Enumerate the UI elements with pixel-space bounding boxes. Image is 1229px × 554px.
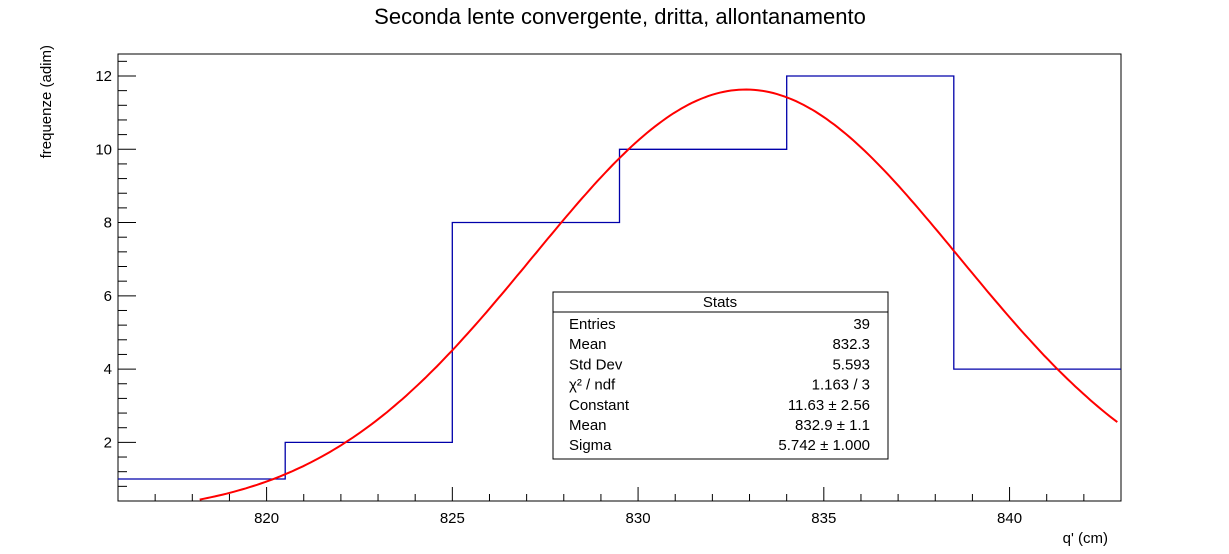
- y-axis: 2 4 6 8 10 12: [95, 60, 136, 502]
- stats-row-label: Entries: [569, 316, 616, 333]
- stats-row-value: 1.163 / 3: [812, 377, 870, 394]
- x-tick-label: 840: [997, 510, 1022, 527]
- x-tick-label: 825: [440, 510, 465, 527]
- stats-row-label: χ² / ndf: [569, 377, 616, 394]
- stats-row-label: Std Dev: [569, 356, 623, 373]
- x-tick-label: 820: [254, 510, 279, 527]
- y-tick-label: 2: [104, 434, 112, 451]
- stats-row-value: 39: [853, 316, 870, 333]
- y-tick-label: 8: [104, 215, 112, 232]
- gaussian-fit-curve: [199, 88, 1118, 501]
- stats-box: Stats Entries 39 Mean 832.3 Std Dev 5.593 χ² /…: [552, 291, 889, 460]
- histogram-bin: [118, 479, 285, 501]
- stats-rows: Entries 39 Mean 832.3 Std Dev 5.593 χ² / ndf 1.…: [569, 316, 870, 454]
- stats-row-label: Mean: [569, 336, 607, 353]
- stats-row-value: 5.593: [832, 356, 870, 373]
- stats-box-frame: [552, 291, 889, 460]
- x-axis: 820 825 830 835 840: [117, 487, 1122, 527]
- stats-row-value: 832.3: [832, 336, 870, 353]
- x-tick-label: 830: [626, 510, 651, 527]
- y-tick-label: 10: [95, 141, 112, 158]
- y-tick-label: 12: [95, 68, 112, 85]
- x-axis-label: q' (cm): [1063, 530, 1108, 547]
- stats-row-label: Mean: [569, 417, 607, 434]
- plot-area-border: [117, 53, 1122, 502]
- stats-row-value: 11.63 ± 2.56: [788, 397, 870, 414]
- stats-row-label: Sigma: [569, 437, 612, 454]
- y-tick-label: 6: [104, 288, 112, 305]
- stats-box-title: Stats: [703, 294, 737, 311]
- stats-row-value: 5.742 ± 1.000: [778, 437, 870, 454]
- histogram-bin: [285, 442, 452, 501]
- plot-frame: [117, 53, 1122, 502]
- y-axis-label: frequenze (adim): [38, 45, 55, 158]
- chart-title: Seconda lente convergente, dritta, allon…: [374, 4, 866, 29]
- x-tick-label: 835: [811, 510, 836, 527]
- y-tick-label: 4: [104, 361, 112, 378]
- stats-row-value: 832.9 ± 1.1: [795, 417, 870, 434]
- histogram-bin: [954, 369, 1121, 501]
- stats-row-label: Constant: [569, 397, 630, 414]
- histogram-line: [118, 75, 1121, 480]
